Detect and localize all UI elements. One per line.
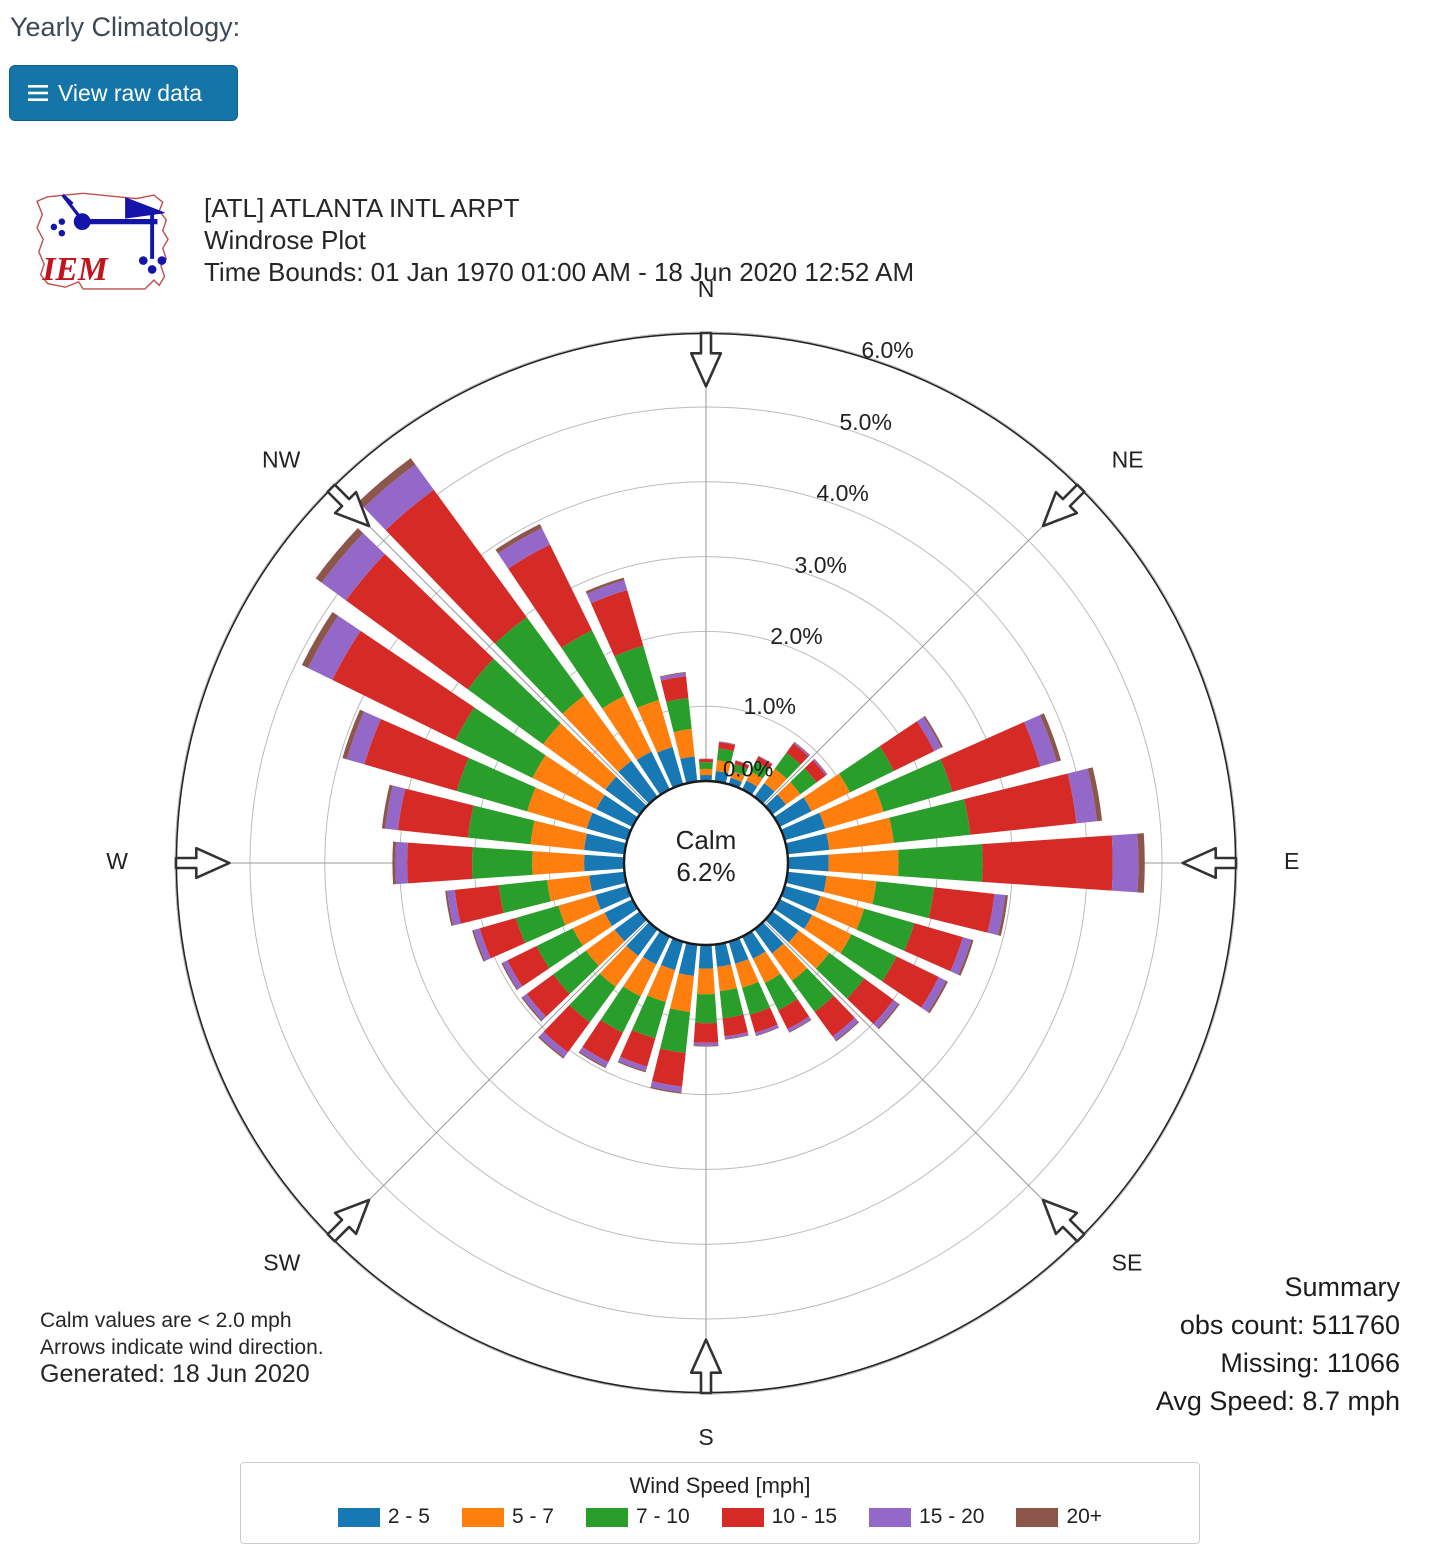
svg-text:N: N	[698, 276, 715, 302]
svg-text:NW: NW	[262, 446, 301, 472]
svg-text:SW: SW	[263, 1250, 300, 1276]
svg-text:3.0%: 3.0%	[795, 552, 847, 578]
svg-text:6.0%: 6.0%	[861, 337, 913, 363]
svg-text:1.0%: 1.0%	[744, 693, 796, 719]
svg-text:Calm: Calm	[676, 825, 737, 855]
svg-text:W: W	[106, 848, 128, 874]
svg-text:2.0%: 2.0%	[770, 623, 822, 649]
svg-text:5.0%: 5.0%	[839, 409, 891, 435]
svg-text:6.2%: 6.2%	[676, 857, 735, 887]
svg-text:4.0%: 4.0%	[816, 480, 868, 506]
svg-text:E: E	[1284, 848, 1299, 874]
svg-text:S: S	[698, 1424, 713, 1450]
svg-text:NE: NE	[1112, 446, 1144, 472]
svg-text:0.0%: 0.0%	[723, 757, 773, 782]
